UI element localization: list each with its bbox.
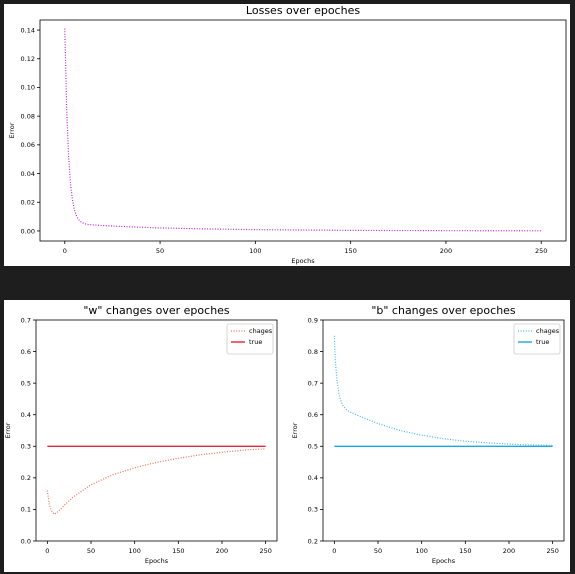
w-chart-title: "w" changes over epoches [83,304,230,317]
loss-chart-ylabel: Error [8,122,16,138]
b-chart-y-tick-label: 0.3 [308,506,318,514]
loss-chart-y-tick-label: 0.12 [21,55,35,63]
b-chart-y-tick-label: 0.5 [308,443,318,451]
b-chart-y-tick-label: 0.2 [308,537,318,545]
w-chart-ylabel: Error [4,422,12,438]
loss-chart-y-tick-label: 0.00 [21,227,35,235]
b-chart-x-tick-label: 50 [374,547,382,555]
w-chart-y-tick-label: 0.2 [21,474,31,482]
loss-chart: Losses over epoches 0 50 100 150 200 250 0.00 0.… [8,4,567,265]
w-chart-y-tick-label: 0.3 [21,443,31,451]
b-chart-legend-label-true: true [536,338,549,346]
loss-chart-x-tick-label: 50 [156,247,164,255]
loss-chart-title: Losses over epoches [246,4,360,17]
w-chart-y-tick-label: 0.4 [21,411,31,419]
loss-chart-x-tick-label: 0 [63,247,67,255]
w-chart-x-tick-label: 100 [128,547,140,555]
w-chart-group: "w" changes over epoches 0 50 100 150 200 250 0… [4,304,278,565]
w-chart-x-tick-label: 50 [87,547,95,555]
b-chart-x-tick-label: 0 [332,547,336,555]
b-chart-x-tick-label: 250 [546,547,558,555]
w-chart-x-tick-label: 0 [45,547,49,555]
loss-figure-panel: Losses over epoches 0 50 100 150 200 250 0.00 0.… [4,4,570,266]
b-chart-title: "b" changes over epoches [371,304,516,317]
w-chart-series-chages [46,448,266,515]
w-chart-y-tick-label: 0.7 [21,316,31,324]
w-chart-plot-frame [35,319,278,542]
b-chart-y-tick-label: 0.8 [308,348,318,356]
w-chart-legend [226,323,274,355]
w-chart: "w" changes over epoches 0 50 100 150 200 250 0… [4,304,565,565]
b-chart-y-tick-label: 0.9 [308,316,318,324]
w-chart-xlabel: Epochs [145,557,169,565]
w-chart-legend-label-true: true [249,338,262,346]
loss-chart-y-tick-label: 0.02 [21,199,35,207]
loss-chart-xlabel: Epochs [291,257,315,265]
b-chart-x-tick-label: 100 [415,547,427,555]
w-chart-x-tick-label: 150 [172,547,184,555]
b-chart-plot-frame [322,319,565,542]
w-chart-x-tick-label: 200 [216,547,228,555]
loss-chart-y-tick-label: 0.06 [21,141,35,149]
b-chart-ylabel: Error [291,422,299,438]
b-chart-legend-label-chages: chages [536,327,560,335]
b-chart-xlabel: Epochs [432,557,456,565]
loss-chart-y-tick-label: 0.04 [21,170,35,178]
w-chart-legend-label-chages: chages [249,327,273,335]
w-chart-y-tick-label: 0.5 [21,379,31,387]
b-chart-y-tick-label: 0.6 [308,411,318,419]
w-chart-y-tick-label: 0.0 [21,537,31,545]
b-chart-legend [513,323,561,355]
loss-chart-y-tick-label: 0.14 [21,26,35,34]
loss-chart-x-tick-label: 250 [535,247,547,255]
b-chart-x-tick-label: 200 [503,547,515,555]
b-chart-y-tick-label: 0.4 [308,474,318,482]
loss-chart-x-tick-label: 100 [249,247,261,255]
loss-chart-y-tick-label: 0.08 [21,112,35,120]
loss-chart-x-tick-label: 200 [440,247,452,255]
b-chart-y-tick-label: 0.7 [308,379,318,387]
w-chart-y-tick-label: 0.6 [21,348,31,356]
b-chart-group: "b" changes over epoches 0 50 100 150 200 250 0… [291,304,565,565]
loss-chart-plot-frame [39,19,567,242]
b-chart-series-chages [333,335,553,446]
loss-chart-x-tick-label: 150 [344,247,356,255]
loss-chart-series-line [64,28,542,232]
params-figure-panel: "w" changes over epoches 0 50 100 150 200 250 0… [4,300,570,572]
b-chart-x-tick-label: 150 [459,547,471,555]
w-chart-x-tick-label: 250 [259,547,271,555]
loss-chart-y-tick-label: 0.10 [21,84,35,92]
loss-chart-group: Losses over epoches 0 50 100 150 200 250 0.00 0.… [8,4,567,265]
w-chart-y-tick-label: 0.1 [21,506,31,514]
